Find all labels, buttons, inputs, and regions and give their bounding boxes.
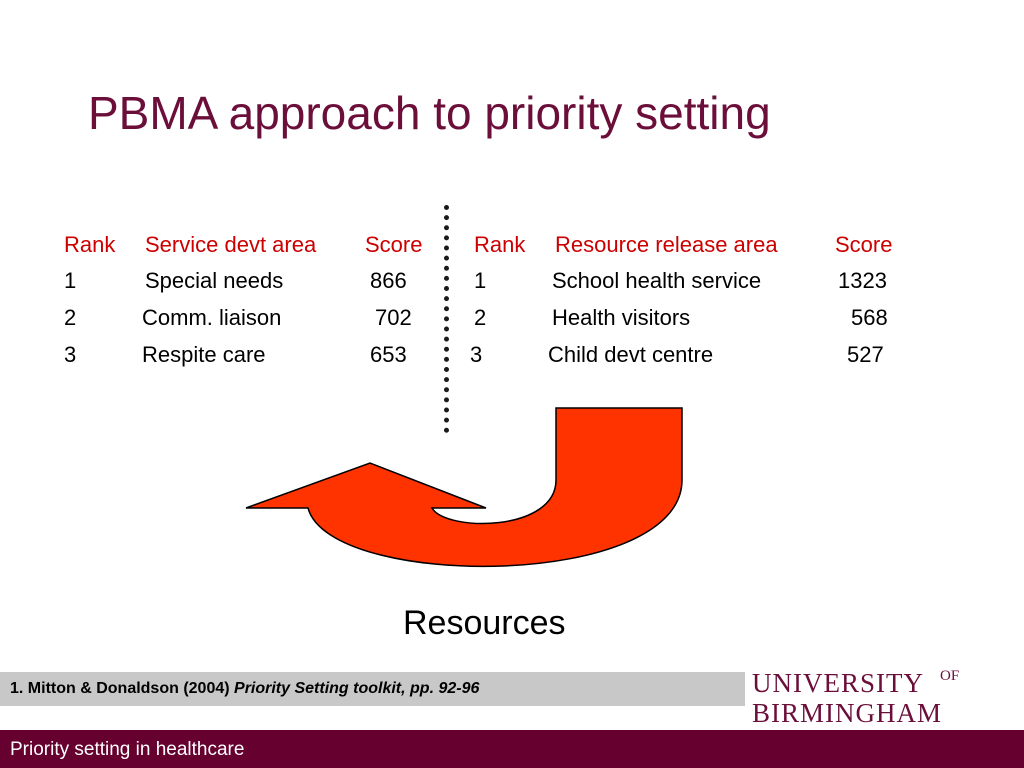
resource-row-2-score: 568 [851,305,888,330]
service-row-2-area: Comm. liaison [142,305,282,330]
footer-text: Priority setting in healthcare [10,739,245,760]
service-row-3-score: 653 [370,342,407,367]
logo-line-birmingham: BIRMINGHAM [752,698,943,728]
resources-label: Resources [403,604,566,642]
service-row-3-area: Respite care [142,342,266,367]
logo-of: OF [940,668,960,684]
service-row-1-area: Special needs [145,268,284,293]
resource-header-area: Resource release area [555,232,778,257]
service-header-score: Score [365,232,423,257]
resource-row-2-rank: 2 [474,305,487,330]
resource-row-1-score: 1323 [838,268,887,293]
reference-text: 1. Mitton & Donaldson (2004) Priority Se… [10,680,479,698]
service-row-1-rank: 1 [64,268,77,293]
service-row-3-rank: 3 [64,342,77,367]
logo-line-university: UNIVERSITY [752,668,924,698]
reference-bar: 1. Mitton & Donaldson (2004) Priority Se… [0,672,745,706]
service-row-1-score: 866 [370,268,407,293]
service-row-2-rank: 2 [64,305,77,330]
service-header-rank: Rank [64,232,116,257]
resource-row-2-area: Health visitors [552,305,691,330]
resource-row-1-area: School health service [552,268,762,293]
resource-row-1-rank: 1 [474,268,487,293]
footer-bar: Priority setting in healthcare [0,730,1024,768]
resource-row-3-score: 527 [847,342,884,367]
resource-header-rank: Rank [474,232,526,257]
resource-header-score: Score [835,232,893,257]
service-row-2-score: 702 [375,305,412,330]
slide-title: PBMA approach to priority setting [88,87,771,139]
resource-row-3-area: Child devt centre [548,342,714,367]
university-logo: UNIVERSITY OF BIRMINGHAM [752,668,992,728]
resource-row-3-rank: 3 [470,342,483,367]
reference-prefix: 1. Mitton & Donaldson (2004) [10,680,235,697]
dotted-divider-icon [444,205,449,433]
reference-title: Priority Setting toolkit, pp. 92-96 [234,680,480,697]
service-header-area: Service devt area [145,232,317,257]
